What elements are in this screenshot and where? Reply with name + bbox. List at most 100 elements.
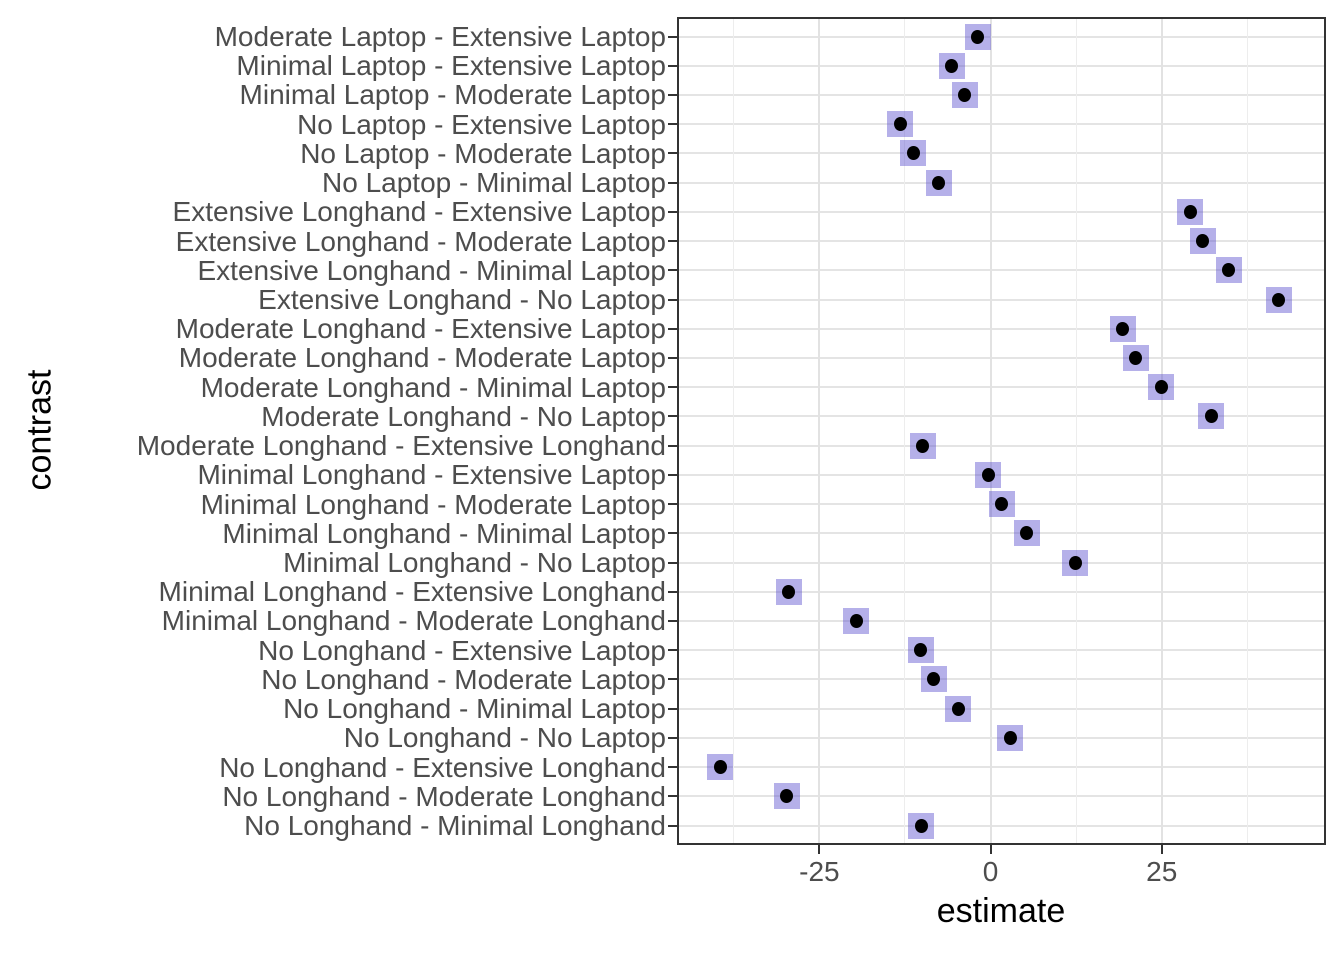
estimate-dot: [906, 146, 920, 161]
y-axis-tick: [668, 503, 677, 506]
gridline-horizontal: [679, 824, 1324, 827]
estimate-dot: [1196, 234, 1210, 249]
estimate-dot: [951, 701, 965, 716]
y-axis-label: No Longhand - No Laptop: [343, 722, 666, 754]
y-axis-tick: [668, 766, 677, 769]
y-axis-tick: [668, 590, 677, 593]
y-axis-tick: [668, 35, 677, 38]
estimate-dot: [1154, 380, 1168, 395]
estimate-dot: [971, 29, 985, 44]
gridline-horizontal: [679, 766, 1324, 769]
y-axis-label: Minimal Longhand - Minimal Laptop: [222, 517, 666, 549]
y-axis-label: Minimal Laptop - Extensive Laptop: [236, 50, 666, 82]
gridline-horizontal: [679, 473, 1324, 476]
gridline-horizontal: [679, 210, 1324, 213]
x-axis-tick-label: 0: [982, 856, 999, 887]
y-axis-tick: [668, 386, 677, 389]
y-axis-label: Moderate Longhand - Extensive Longhand: [136, 430, 666, 462]
gridline-horizontal: [679, 386, 1324, 389]
gridline-horizontal: [679, 561, 1324, 564]
x-axis-tick-label: 25: [1146, 856, 1178, 887]
y-axis-tick: [668, 181, 677, 184]
y-axis-label: No Longhand - Minimal Laptop: [283, 693, 666, 725]
gridline-horizontal: [679, 327, 1324, 330]
y-axis-label: Minimal Longhand - Moderate Longhand: [161, 605, 666, 637]
y-axis-tick: [668, 415, 677, 418]
gridline-horizontal: [679, 356, 1324, 359]
y-axis-label: No Longhand - Extensive Longhand: [219, 751, 666, 783]
y-axis-label: Minimal Longhand - Moderate Laptop: [200, 488, 666, 520]
y-axis-label: No Laptop - Minimal Laptop: [322, 167, 666, 199]
x-axis-tick: [1160, 845, 1163, 854]
estimate-dot: [713, 760, 727, 775]
plot-panel: [679, 19, 1324, 843]
gridline-vertical-minor: [904, 19, 906, 843]
gridline-horizontal: [679, 415, 1324, 418]
gridline-horizontal: [679, 240, 1324, 243]
y-axis-label: No Laptop - Moderate Laptop: [300, 137, 666, 169]
y-axis-tick: [668, 269, 677, 272]
gridline-vertical-minor: [733, 19, 735, 843]
gridline-horizontal: [679, 181, 1324, 184]
gridline-horizontal: [679, 444, 1324, 447]
y-axis-tick: [668, 824, 677, 827]
gridline-horizontal: [679, 532, 1324, 535]
y-axis-label: Moderate Longhand - Moderate Laptop: [178, 342, 666, 374]
estimate-dot: [1222, 263, 1236, 278]
y-axis-tick: [668, 561, 677, 564]
y-axis-tick: [668, 649, 677, 652]
y-axis-label: Minimal Laptop - Moderate Laptop: [239, 79, 666, 111]
y-axis-tick: [668, 444, 677, 447]
gridline-horizontal: [679, 795, 1324, 798]
estimate-dot: [1183, 204, 1197, 219]
y-axis-tick: [668, 64, 677, 67]
gridline-vertical-major: [818, 19, 821, 843]
gridline-horizontal: [679, 649, 1324, 652]
x-axis-tick: [818, 845, 821, 854]
gridline-horizontal: [679, 707, 1324, 710]
gridline-horizontal: [679, 35, 1324, 38]
y-axis-label: Moderate Longhand - No Laptop: [261, 400, 666, 432]
gridline-horizontal: [679, 619, 1324, 622]
estimate-dot: [893, 117, 907, 132]
y-axis-tick: [668, 473, 677, 476]
gridline-horizontal: [679, 152, 1324, 155]
y-axis-tick: [668, 736, 677, 739]
estimate-dot: [932, 175, 945, 190]
x-axis-title: estimate: [936, 892, 1066, 930]
y-axis-label: No Laptop - Extensive Laptop: [297, 108, 666, 140]
estimate-dot: [981, 467, 995, 482]
y-axis-label: Minimal Longhand - No Laptop: [283, 547, 666, 578]
gridline-horizontal: [679, 64, 1324, 67]
gridline-horizontal: [679, 590, 1324, 593]
y-axis-tick: [668, 93, 677, 96]
gridline-horizontal: [679, 736, 1324, 739]
estimate-dot: [780, 789, 793, 804]
estimate-dot: [914, 818, 928, 833]
estimate-dot: [914, 643, 928, 658]
y-axis-label: No Longhand - Moderate Longhand: [222, 780, 666, 812]
estimate-dot: [1272, 292, 1286, 307]
estimate-dot: [1068, 555, 1082, 570]
estimate-dot: [1204, 409, 1218, 424]
y-axis-tick: [668, 619, 677, 622]
y-axis-tick: [668, 356, 677, 359]
y-axis-tick: [668, 532, 677, 535]
gridline-vertical-minor: [1075, 19, 1077, 843]
y-axis-label: Minimal Longhand - Extensive Laptop: [197, 459, 666, 491]
gridline-horizontal: [679, 123, 1324, 126]
y-axis-label: Minimal Longhand - Extensive Longhand: [158, 576, 666, 608]
estimate-dot: [945, 58, 959, 73]
gridline-vertical-major: [989, 19, 992, 843]
estimate-dot: [958, 87, 972, 102]
y-axis-tick: [668, 240, 677, 243]
y-axis-label: Moderate Longhand - Minimal Laptop: [200, 371, 666, 403]
y-axis-label: Extensive Longhand - Extensive Laptop: [172, 196, 666, 228]
estimate-dot: [995, 497, 1008, 512]
x-axis-tick-label: -25: [799, 856, 840, 887]
y-axis-tick: [668, 210, 677, 213]
y-axis-label: Moderate Longhand - Extensive Laptop: [175, 313, 666, 345]
y-axis-label: No Longhand - Minimal Longhand: [244, 810, 666, 841]
y-axis-tick: [668, 795, 677, 798]
